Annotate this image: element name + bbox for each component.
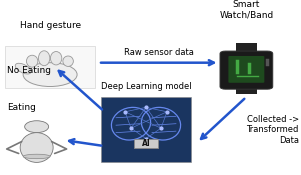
Text: AI: AI (142, 139, 150, 148)
Ellipse shape (23, 154, 50, 159)
Text: Deep Learning model: Deep Learning model (101, 82, 191, 91)
Text: Hand gesture: Hand gesture (20, 21, 81, 30)
FancyBboxPatch shape (134, 139, 158, 148)
Ellipse shape (20, 133, 53, 162)
Ellipse shape (51, 51, 62, 65)
FancyBboxPatch shape (220, 51, 273, 89)
Text: Raw sensor data: Raw sensor data (124, 48, 194, 57)
Text: Eating: Eating (7, 103, 36, 112)
Ellipse shape (15, 63, 31, 74)
FancyBboxPatch shape (101, 97, 191, 162)
Text: Collected ->
Transformed
Data: Collected -> Transformed Data (247, 115, 299, 145)
Ellipse shape (26, 55, 38, 67)
FancyBboxPatch shape (228, 56, 264, 83)
Ellipse shape (39, 51, 50, 66)
Text: Smart
Watch/Band: Smart Watch/Band (219, 0, 274, 20)
Ellipse shape (23, 63, 77, 86)
FancyBboxPatch shape (236, 85, 257, 94)
Ellipse shape (63, 56, 73, 66)
FancyBboxPatch shape (236, 43, 257, 52)
Text: No Eating: No Eating (7, 66, 51, 75)
FancyBboxPatch shape (5, 46, 95, 88)
Circle shape (25, 121, 49, 133)
